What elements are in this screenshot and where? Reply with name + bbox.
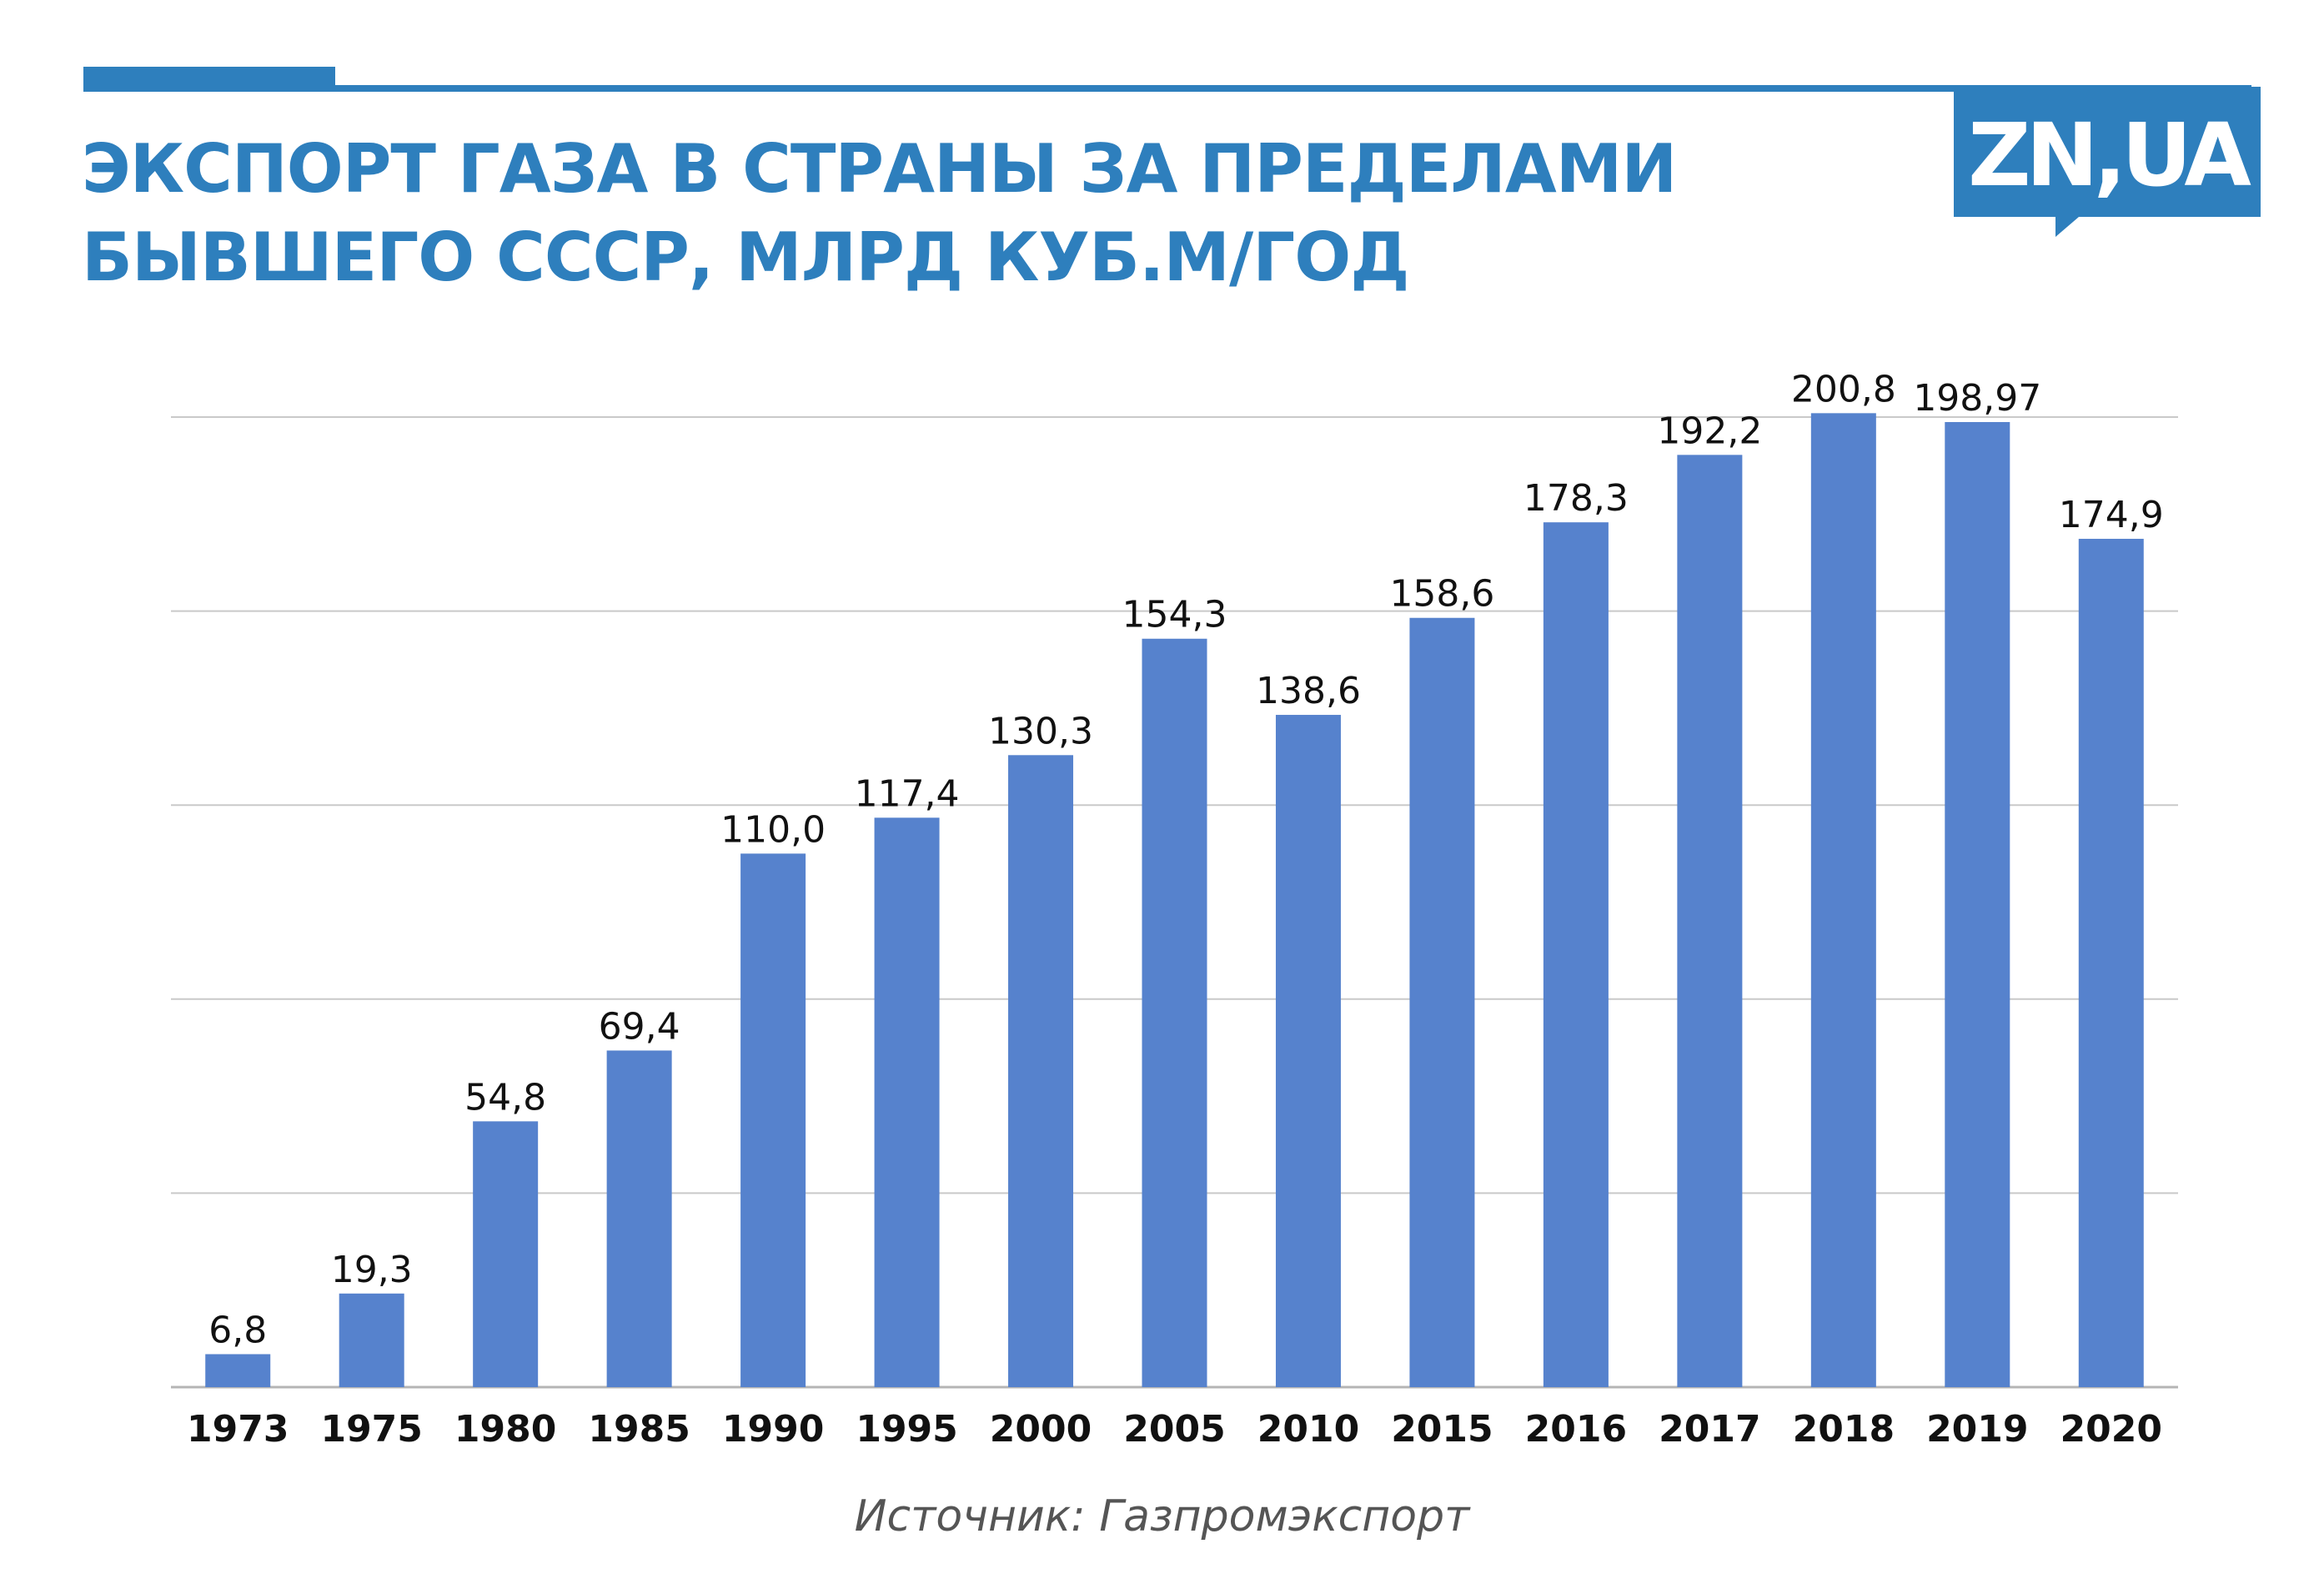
bar-1995[interactable] (874, 817, 940, 1387)
bar-2019[interactable] (1945, 421, 2010, 1387)
value-label-2017: 192,2 (1657, 410, 1762, 452)
value-label-2020: 174,9 (2059, 494, 2164, 536)
bar-2016[interactable] (1543, 522, 1609, 1387)
value-label-1980: 54,8 (464, 1076, 546, 1119)
x-tick-2019: 2019 (1926, 1408, 2028, 1451)
source-note: Источник: Газпромэкспорт (854, 1491, 1470, 1541)
chart-title: ЭКСПОРТ ГАЗА В СТРАНЫ ЗА ПРЕДЕЛАМИ БЫВШЕ… (82, 125, 1916, 302)
value-label-1995: 117,4 (855, 772, 960, 815)
x-tick-2005: 2005 (1123, 1408, 1225, 1451)
x-tick-1995: 1995 (856, 1408, 957, 1451)
x-tick-1975: 1975 (320, 1408, 422, 1451)
bar-1975[interactable] (339, 1293, 404, 1387)
chart-title-line-2: БЫВШЕГО СССР, МЛРД КУБ.М/ГОД (82, 219, 1409, 296)
value-labels: 6,8 19,3 54,8 69,4 110,0 117,4 130,3 154,3 138,6… (208, 368, 2164, 1351)
value-label-2000: 130,3 (988, 710, 1093, 752)
x-tick-2018: 2018 (1793, 1408, 1895, 1451)
logo-speech-bubble-icon: ZN,UA (1954, 87, 2261, 237)
x-tick-2000: 2000 (990, 1408, 1092, 1451)
x-tick-1973: 1973 (187, 1408, 289, 1451)
bars (205, 413, 2144, 1388)
value-label-2015: 158,6 (1389, 573, 1494, 616)
bar-1985[interactable] (606, 1050, 672, 1387)
x-tick-1990: 1990 (722, 1408, 824, 1451)
value-label-1973: 6,8 (208, 1309, 267, 1351)
x-tick-2010: 2010 (1257, 1408, 1359, 1451)
x-axis-tick-labels: 1973 1975 1980 1985 1990 1995 2000 2005 2010 2015… (187, 1408, 2162, 1451)
value-label-2010: 138,6 (1256, 670, 1361, 712)
zn-ua-logo[interactable]: ZN,UA (1954, 87, 2261, 237)
value-label-1985: 69,4 (599, 1005, 680, 1048)
bar-1973[interactable] (205, 1354, 271, 1387)
x-tick-2020: 2020 (2060, 1408, 2162, 1451)
bar-2015[interactable] (1409, 617, 1475, 1387)
x-tick-1980: 1980 (454, 1408, 556, 1451)
bar-2018[interactable] (1810, 413, 1876, 1387)
bar-2010[interactable] (1275, 715, 1341, 1387)
header-rule (83, 85, 2251, 92)
bar-2017[interactable] (1677, 455, 1743, 1388)
x-tick-2017: 2017 (1659, 1408, 1760, 1451)
value-label-2016: 178,3 (1523, 477, 1629, 520)
x-tick-2015: 2015 (1391, 1408, 1493, 1451)
value-label-2019: 198,97 (1913, 377, 2041, 420)
x-tick-2016: 2016 (1525, 1408, 1627, 1451)
chart-title-line-1: ЭКСПОРТ ГАЗА В СТРАНЫ ЗА ПРЕДЕЛАМИ (82, 130, 1677, 208)
bar-2020[interactable] (2078, 538, 2144, 1387)
value-label-1990: 110,0 (720, 808, 826, 851)
value-label-1975: 19,3 (331, 1249, 413, 1291)
bar-2000[interactable] (1008, 755, 1074, 1387)
bar-1990[interactable] (740, 853, 806, 1387)
logo-text: ZN,UA (1968, 104, 2251, 206)
bar-2005[interactable] (1142, 638, 1207, 1387)
bar-1980[interactable] (473, 1121, 539, 1387)
value-label-2005: 154,3 (1122, 594, 1227, 636)
value-label-2018: 200,8 (1791, 368, 1896, 410)
x-tick-1985: 1985 (588, 1408, 690, 1451)
